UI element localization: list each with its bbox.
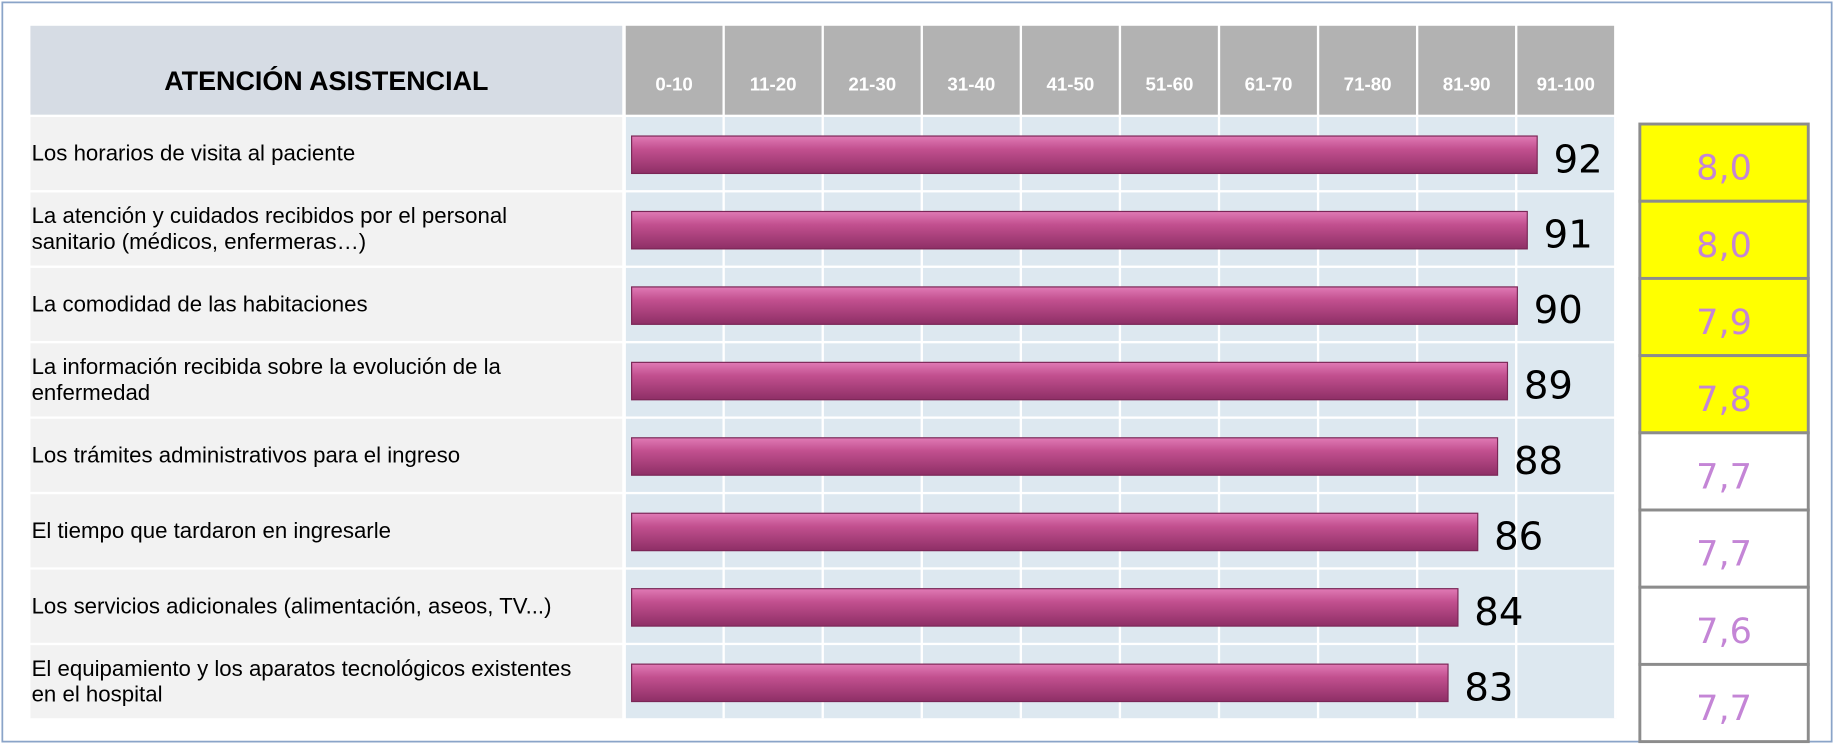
value-label: 83	[1464, 665, 1513, 710]
x-bin-label: 31-40	[947, 73, 995, 94]
bar	[631, 512, 1479, 552]
score-cell	[1638, 585, 1810, 666]
x-bin-label: 0-10	[655, 73, 692, 94]
category-label: en el hospital	[32, 682, 163, 707]
x-bin-label: 41-50	[1046, 73, 1094, 94]
score-cell	[1638, 662, 1810, 744]
row-label-bg	[30, 343, 623, 417]
x-bin-label: 21-30	[848, 73, 896, 94]
bar	[631, 361, 1509, 401]
row-label-bg	[30, 192, 623, 266]
value-label: 84	[1474, 590, 1523, 635]
bar	[631, 663, 1449, 703]
row-label-bg	[30, 418, 623, 492]
category-label: La atención y cuidados recibidos por el …	[32, 203, 508, 228]
score-cell	[1638, 199, 1810, 280]
score-label: 7,7	[1696, 534, 1752, 575]
x-bin-label: 81-90	[1443, 73, 1491, 94]
category-label: Los trámites administrativos para el ing…	[32, 442, 461, 467]
x-bin-label: 91-100	[1537, 73, 1595, 94]
x-bin-label: 11-20	[750, 73, 797, 94]
header-cell	[1517, 25, 1615, 115]
header-cell	[922, 25, 1020, 115]
value-label: 88	[1514, 439, 1563, 484]
score-cell	[1638, 122, 1810, 203]
header-cell	[724, 25, 822, 115]
category-label: enfermedad	[32, 380, 151, 405]
value-label: 89	[1524, 364, 1573, 409]
x-bin-label: 61-70	[1245, 73, 1293, 94]
header-cell	[625, 25, 723, 115]
category-label: Los servicios adicionales (alimentación,…	[32, 593, 552, 618]
row-label-bg	[30, 117, 623, 191]
row-label-bg	[30, 645, 623, 719]
score-label: 7,9	[1696, 302, 1752, 343]
bar	[631, 210, 1528, 250]
header-cell	[1220, 25, 1317, 115]
category-label: sanitario (médicos, enfermeras…)	[32, 229, 367, 254]
score-cell	[1638, 431, 1810, 512]
value-label: 90	[1534, 288, 1583, 333]
bar	[631, 135, 1538, 175]
category-label: La comodidad de las habitaciones	[32, 291, 368, 316]
score-label: 7,7	[1696, 688, 1752, 729]
category-label: El equipamiento y los aparatos tecnológi…	[32, 656, 572, 681]
category-label: La información recibida sobre la evoluci…	[32, 354, 502, 379]
row-label-bg	[30, 569, 623, 643]
header-cell	[1022, 25, 1119, 115]
value-label: 91	[1544, 213, 1593, 258]
row-label-bg	[30, 267, 623, 342]
chart-title: ATENCIÓN ASISTENCIAL	[164, 65, 488, 96]
header-cell	[1319, 25, 1416, 115]
title-cell	[30, 25, 623, 115]
bar	[631, 588, 1459, 627]
header-cell	[1418, 25, 1516, 115]
header-cell	[1121, 25, 1218, 115]
score-label: 7,7	[1696, 456, 1752, 497]
bar	[631, 437, 1499, 476]
score-label: 7,8	[1696, 379, 1752, 420]
score-label: 7,6	[1696, 611, 1752, 652]
row-label-bg	[30, 494, 623, 568]
x-bin-label: 71-80	[1344, 73, 1392, 94]
x-bin-label: 51-60	[1146, 73, 1194, 94]
header-cell	[823, 25, 921, 115]
value-label: 86	[1494, 514, 1543, 559]
score-label: 8,0	[1696, 148, 1752, 189]
bar	[631, 286, 1518, 325]
score-label: 8,0	[1696, 225, 1752, 266]
value-label: 92	[1554, 137, 1603, 182]
category-label: Los horarios de visita al paciente	[32, 141, 356, 166]
category-label: El tiempo que tardaron en ingresarle	[32, 518, 391, 543]
